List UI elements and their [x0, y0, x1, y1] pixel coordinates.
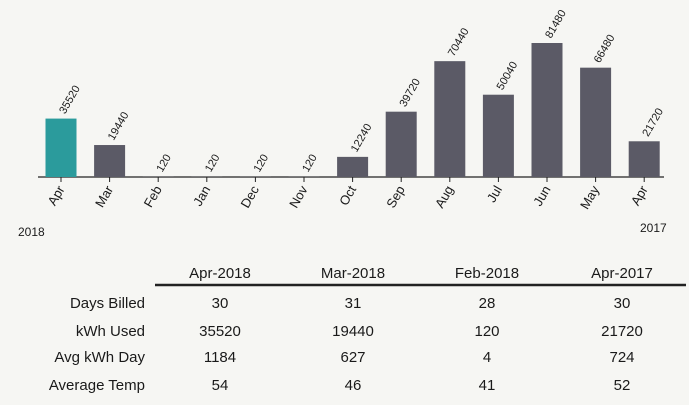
bar: [45, 118, 77, 177]
value-label: 12240: [349, 122, 375, 154]
category-label: Jul: [484, 183, 505, 205]
bar: [482, 94, 514, 177]
bar: [580, 67, 612, 177]
cell: 30: [614, 295, 631, 312]
cell: 35520: [199, 323, 241, 340]
cell: 28: [479, 295, 496, 312]
category-label: May: [577, 183, 603, 212]
category-label: Apr: [628, 182, 651, 208]
category-label: Oct: [336, 183, 359, 208]
value-label: 120: [252, 152, 272, 174]
cell: 46: [345, 377, 362, 394]
bar: [628, 141, 660, 177]
cell: 19440: [332, 323, 374, 340]
cell: 54: [212, 377, 229, 394]
value-label: 66480: [592, 33, 618, 65]
year-label: 2018: [18, 225, 45, 239]
bar: [531, 43, 563, 177]
bar: [434, 61, 466, 177]
cell: 31: [345, 295, 362, 312]
cell: 41: [479, 377, 496, 394]
bar: [385, 111, 417, 177]
cell: 21720: [601, 323, 643, 340]
category-label: Sep: [383, 183, 408, 211]
value-label: 39720: [397, 77, 423, 109]
category-label: Apr: [44, 182, 67, 208]
value-label: 81480: [543, 8, 569, 40]
cell: 120: [474, 323, 499, 340]
cell: 4: [483, 349, 491, 366]
category-label: Jan: [190, 183, 213, 209]
value-label: 70440: [446, 26, 472, 58]
year-label: 2017: [640, 221, 667, 235]
cell: 724: [609, 349, 634, 366]
category-label: Nov: [286, 183, 311, 211]
row-label: Average Temp: [49, 377, 145, 394]
value-label: 50040: [495, 60, 521, 92]
column-header: Apr-2018: [189, 265, 251, 282]
value-label: 120: [203, 152, 223, 174]
cell: 52: [614, 377, 631, 394]
category-label: Aug: [432, 183, 457, 211]
row-label: Avg kWh Day: [54, 349, 145, 366]
bar: [337, 156, 369, 177]
value-label: 35520: [57, 84, 83, 116]
column-header: Feb-2018: [455, 265, 519, 282]
cell: 1184: [204, 349, 236, 366]
bar: [94, 145, 126, 177]
row-label: kWh Used: [76, 323, 145, 340]
category-label: Feb: [141, 183, 165, 210]
column-header: Mar-2018: [321, 265, 385, 282]
row-label: Days Billed: [70, 295, 145, 312]
cell: 30: [212, 295, 229, 312]
category-label: Dec: [237, 183, 262, 211]
value-label: 120: [154, 152, 174, 174]
cell: 627: [340, 349, 365, 366]
value-label: 21720: [640, 106, 666, 138]
column-header: Apr-2017: [591, 265, 653, 282]
value-label: 120: [300, 152, 320, 174]
category-label: Mar: [92, 182, 117, 209]
category-label: Jun: [530, 183, 553, 209]
value-label: 19440: [106, 110, 132, 142]
